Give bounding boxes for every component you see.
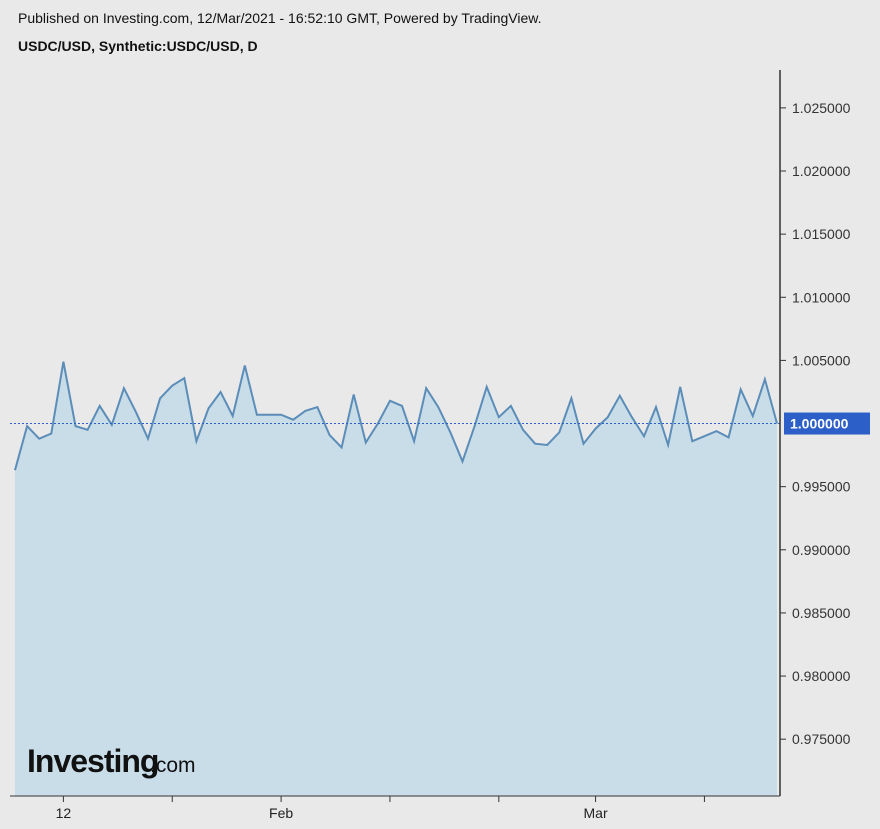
y-tick-label: 0.975000 [792,731,851,747]
y-tick-label: 1.005000 [792,352,851,368]
logo-suffix-text: .com [150,754,196,777]
data-point [87,429,89,431]
axes: 1.025000 1.020000 1.015000 1.010000 1.005000… [10,70,851,821]
y-tick-label: 1.020000 [792,163,851,179]
data-point [171,385,173,387]
y-tick-label: 1.015000 [792,226,851,242]
x-tick-label: Mar [584,805,608,821]
logo-main-text: Investing [27,743,158,779]
data-point [123,387,125,389]
data-point [534,443,536,445]
data-point [728,436,730,438]
data-point [232,415,234,417]
x-tick-label: 12 [56,805,72,821]
x-tick-label: Feb [269,805,293,821]
data-point [292,419,294,421]
plot-area [14,361,778,796]
data-point [570,397,572,399]
data-point [655,406,657,408]
data-point [111,424,113,426]
y-tick-label: 1.025000 [792,100,851,116]
data-point [752,415,754,417]
data-point [462,460,464,462]
data-point [147,438,149,440]
data-point [425,387,427,389]
data-point [667,444,669,446]
data-point [14,469,16,471]
current-price-tag: 1.000000 [784,412,870,435]
data-point [75,425,77,427]
data-point [522,429,524,431]
data-point [631,416,633,418]
data-point [558,431,560,433]
data-point [595,428,597,430]
data-point [256,414,258,416]
data-point [679,386,681,388]
data-point [195,440,197,442]
data-point [50,433,52,435]
data-point [619,395,621,397]
data-point [99,405,101,407]
data-point [413,440,415,442]
data-point [389,400,391,402]
series-line [14,361,778,471]
data-point [764,378,766,380]
data-point [304,410,306,412]
series-area-fill [15,361,777,796]
data-point [474,425,476,427]
data-point [341,447,343,449]
data-point [716,430,718,432]
data-point [365,442,367,444]
y-tick-label: 0.995000 [792,479,851,495]
current-price-tag-bg [784,412,870,435]
data-point [401,405,403,407]
data-point [244,365,246,367]
symbol-title: USDC/USD, Synthetic:USDC/USD, D [18,38,258,54]
data-point [546,444,548,446]
y-tick-label: 0.980000 [792,668,851,684]
data-point [607,416,609,418]
data-point [329,434,331,436]
data-point [208,407,210,409]
data-point [643,435,645,437]
data-point [449,431,451,433]
y-tick-label: 1.010000 [792,289,851,305]
data-point [740,388,742,390]
data-point [583,443,585,445]
data-point [26,425,28,427]
data-point [38,438,40,440]
current-price-tag-label: 1.000000 [790,416,849,432]
published-note: Published on Investing.com, 12/Mar/2021 … [18,10,542,26]
data-point [280,414,282,416]
investing-logo: Investing .com [27,743,196,779]
data-point [703,435,705,437]
data-point [316,406,318,408]
y-tick-label: 0.990000 [792,542,851,558]
data-point [159,397,161,399]
data-point [691,440,693,442]
data-point [353,394,355,396]
data-point [437,406,439,408]
data-point [498,416,500,418]
data-point [510,405,512,407]
y-tick-label: 0.985000 [792,605,851,621]
data-point [776,423,778,425]
data-point [220,391,222,393]
data-point [135,411,137,413]
data-point [62,361,64,363]
data-point [268,414,270,416]
data-point [486,386,488,388]
data-point [183,377,185,379]
